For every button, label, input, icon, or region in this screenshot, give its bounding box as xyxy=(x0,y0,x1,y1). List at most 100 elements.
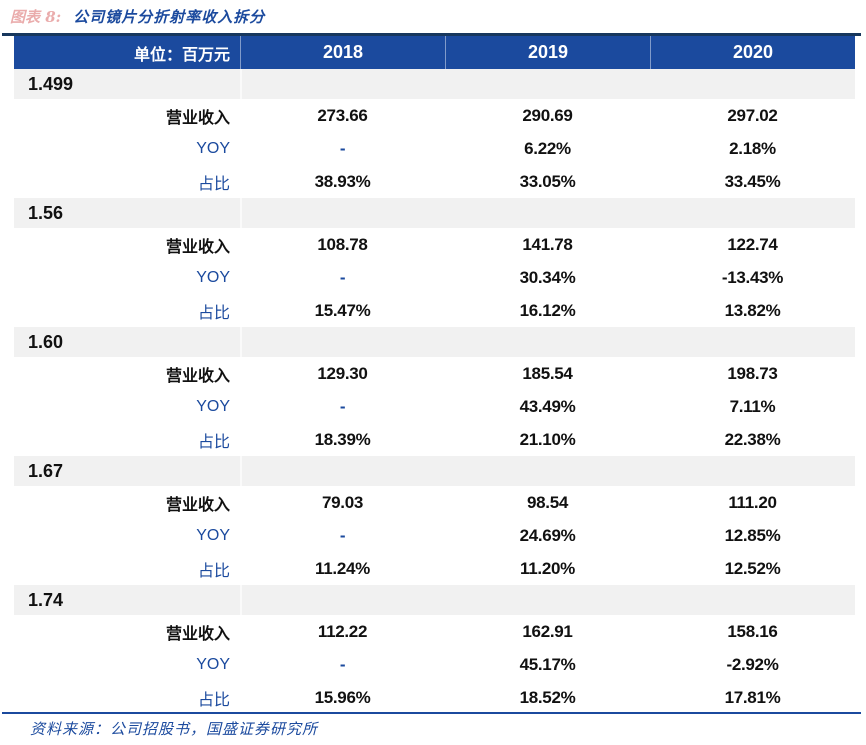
cell-value: 18.52% xyxy=(519,687,576,707)
source-note: 资料来源：公司招股书，国盛证券研究所 xyxy=(30,720,319,738)
row-label-yoy: YOY xyxy=(196,526,230,544)
row-label-share: 占比 xyxy=(197,562,230,580)
cell-value: 122.74 xyxy=(727,234,778,254)
cell-value: 43.49% xyxy=(519,396,576,416)
cell-value: 16.12% xyxy=(519,300,576,320)
cell-value: 162.91 xyxy=(522,621,573,641)
table-top-rule xyxy=(2,33,861,36)
year-header-2019: 2019 xyxy=(445,36,650,69)
cell-value: - xyxy=(339,525,346,545)
unit-header-cell: 单位：百万元 xyxy=(133,46,230,64)
section-header-1499: 1.499 xyxy=(14,69,855,99)
row-label-share: 占比 xyxy=(197,304,230,322)
table-row-yoy: YOY - 30.34% -13.43% xyxy=(14,261,855,294)
table-header-row: 单位：百万元 2018 2019 2020 xyxy=(14,36,855,69)
cell-value: 7.11% xyxy=(729,396,776,416)
table-row-yoy: YOY - 43.49% 7.11% xyxy=(14,390,855,423)
figure-title-text: 公司镜片分折射率收入拆分 xyxy=(73,8,266,26)
table-row-revenue: 营业收入 129.30 185.54 198.73 xyxy=(14,357,855,390)
section-header-174: 1.74 xyxy=(14,585,855,615)
cell-value: 198.73 xyxy=(727,363,778,383)
cell-value: 129.30 xyxy=(317,363,368,383)
cell-value: 290.69 xyxy=(522,105,573,125)
row-label-yoy: YOY xyxy=(196,397,230,415)
cell-value: 185.54 xyxy=(522,363,573,383)
section-index: 1.499 xyxy=(28,73,74,94)
figure-title: 图表 8: 公司镜片分折射率收入拆分 xyxy=(0,0,866,33)
cell-value: 24.69% xyxy=(519,525,576,545)
section-band-fill xyxy=(240,585,855,615)
cell-value: 12.52% xyxy=(724,558,781,578)
cell-value: 30.34% xyxy=(519,267,576,287)
cell-value: 11.20% xyxy=(520,558,575,578)
cell-value: 79.03 xyxy=(321,492,364,512)
cell-value: 22.38% xyxy=(724,429,781,449)
cell-value: 297.02 xyxy=(727,105,778,125)
row-label-share: 占比 xyxy=(197,433,230,451)
table-row-revenue: 营业收入 79.03 98.54 111.20 xyxy=(14,486,855,519)
section-band-fill xyxy=(240,327,855,357)
row-label-yoy: YOY xyxy=(196,268,230,286)
table-row-revenue: 营业收入 273.66 290.69 297.02 xyxy=(14,99,855,132)
section-header-160: 1.60 xyxy=(14,327,855,357)
cell-value: 45.17% xyxy=(519,654,576,674)
revenue-split-table: 单位：百万元 2018 2019 2020 1.499 营业收入 273.66 … xyxy=(14,36,855,714)
cell-value: 33.45% xyxy=(724,171,781,191)
cell-value: 12.85% xyxy=(724,525,781,545)
row-label-revenue: 营业收入 xyxy=(165,367,230,385)
cell-value: 17.81% xyxy=(724,687,781,707)
section-index: 1.74 xyxy=(28,589,64,610)
section-band-fill xyxy=(240,69,855,99)
table-bottom-rule xyxy=(2,712,861,714)
cell-value: 13.82% xyxy=(724,300,781,320)
row-label-share: 占比 xyxy=(197,175,230,193)
cell-value: 273.66 xyxy=(317,105,368,125)
table-row-yoy: YOY - 45.17% -2.92% xyxy=(14,648,855,681)
table-row-share: 占比 15.96% 18.52% 17.81% xyxy=(14,681,855,714)
cell-value: - xyxy=(339,396,346,416)
cell-value: 141.78 xyxy=(522,234,573,254)
year-header-2020: 2020 xyxy=(650,36,855,69)
section-index: 1.56 xyxy=(28,202,64,223)
table-row-revenue: 营业收入 112.22 162.91 158.16 xyxy=(14,615,855,648)
figure-number-label: 图表 8: xyxy=(10,8,62,26)
cell-value: - xyxy=(339,138,346,158)
row-label-yoy: YOY xyxy=(196,139,230,157)
cell-value: 112.22 xyxy=(317,621,368,641)
cell-value: 2.18% xyxy=(729,138,776,158)
cell-value: 98.54 xyxy=(526,492,569,512)
row-label-share: 占比 xyxy=(197,691,230,709)
row-label-revenue: 营业收入 xyxy=(165,625,230,643)
section-index: 1.60 xyxy=(28,331,64,352)
table-row-revenue: 营业收入 108.78 141.78 122.74 xyxy=(14,228,855,261)
section-index: 1.67 xyxy=(28,460,64,481)
row-label-revenue: 营业收入 xyxy=(165,109,230,127)
row-label-yoy: YOY xyxy=(196,655,230,673)
table-row-share: 占比 38.93% 33.05% 33.45% xyxy=(14,165,855,198)
cell-value: 15.96% xyxy=(314,687,371,707)
row-label-revenue: 营业收入 xyxy=(165,238,230,256)
year-header-2018: 2018 xyxy=(240,36,445,69)
row-label-revenue: 营业收入 xyxy=(165,496,230,514)
table-row-share: 占比 11.24% 11.20% 12.52% xyxy=(14,552,855,585)
cell-value: 15.47% xyxy=(314,300,371,320)
cell-value: -2.92% xyxy=(726,654,779,674)
cell-value: 33.05% xyxy=(519,171,576,191)
cell-value: 38.93% xyxy=(314,171,371,191)
table-row-yoy: YOY - 24.69% 12.85% xyxy=(14,519,855,552)
cell-value: 21.10% xyxy=(519,429,576,449)
cell-value: 111.20 xyxy=(728,492,777,512)
cell-value: 11.24% xyxy=(315,558,370,578)
cell-value: - xyxy=(339,654,346,674)
cell-value: - xyxy=(339,267,346,287)
table-row-share: 占比 15.47% 16.12% 13.82% xyxy=(14,294,855,327)
table-row-share: 占比 18.39% 21.10% 22.38% xyxy=(14,423,855,456)
cell-value: -13.43% xyxy=(721,267,784,287)
cell-value: 158.16 xyxy=(727,621,778,641)
cell-value: 18.39% xyxy=(314,429,371,449)
cell-value: 108.78 xyxy=(317,234,368,254)
section-band-fill xyxy=(240,456,855,486)
section-header-167: 1.67 xyxy=(14,456,855,486)
section-band-fill xyxy=(240,198,855,228)
